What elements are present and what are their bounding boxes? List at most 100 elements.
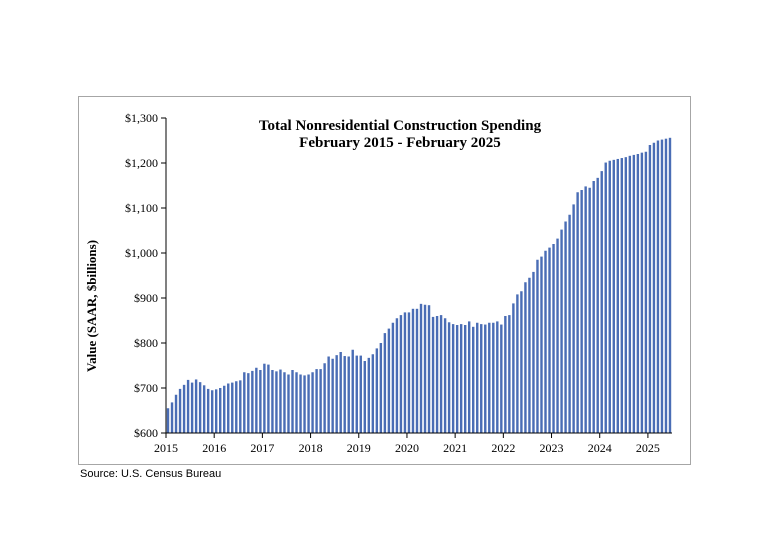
y-tick-label: $1,000 — [125, 246, 158, 260]
bar — [194, 379, 198, 433]
bar — [347, 356, 350, 433]
bar — [548, 247, 551, 433]
bar — [443, 318, 447, 433]
bar — [455, 325, 459, 433]
bar — [488, 322, 491, 433]
bar — [431, 316, 435, 433]
bar — [210, 390, 214, 433]
y-tick-label: $1,200 — [125, 156, 158, 170]
bar — [311, 372, 314, 433]
bar — [419, 303, 423, 433]
x-tick-label: 2024 — [588, 441, 612, 455]
x-tick-label: 2015 — [154, 441, 178, 455]
bar — [492, 322, 495, 433]
bar — [552, 244, 555, 433]
bar — [520, 291, 523, 433]
bars-group — [166, 137, 672, 434]
bar — [303, 375, 306, 433]
bar — [524, 282, 527, 433]
bar — [279, 369, 282, 433]
bar — [644, 151, 648, 433]
bar — [472, 326, 475, 433]
bar — [190, 382, 194, 433]
bar — [496, 321, 499, 433]
y-axis-label: Value (SAAR, $billions) — [84, 240, 99, 372]
bar — [379, 343, 383, 433]
bar — [331, 358, 334, 433]
bar — [600, 171, 603, 433]
bar — [668, 137, 672, 434]
bar — [375, 348, 379, 433]
bar — [166, 408, 170, 433]
x-tick-label: 2018 — [299, 441, 323, 455]
bar — [640, 152, 644, 433]
bar — [335, 355, 338, 433]
bar — [243, 372, 246, 433]
y-tick-label: $600 — [134, 426, 158, 440]
bar — [255, 367, 258, 433]
bar — [652, 142, 656, 433]
x-tick-label: 2023 — [540, 441, 564, 455]
bar — [540, 256, 543, 433]
bar — [351, 349, 354, 433]
axes-group: $600 $700 $800 $900 $1,000 $1,100 $1,200 $1,300… — [125, 111, 672, 455]
chart-frame: Total Nonresidential Construction Spendi… — [78, 96, 691, 465]
bar — [327, 356, 330, 433]
bar — [580, 190, 583, 433]
bar — [500, 324, 503, 433]
bar — [504, 316, 507, 433]
bar — [198, 382, 202, 433]
bar — [295, 372, 298, 433]
bar — [604, 162, 607, 434]
y-tick-label: $1,100 — [125, 201, 158, 215]
bar — [592, 181, 595, 433]
bar — [239, 380, 242, 433]
bar — [247, 373, 250, 433]
bar — [480, 324, 483, 433]
bar — [291, 370, 294, 433]
bar — [299, 374, 302, 433]
bar — [371, 354, 375, 433]
bar — [235, 381, 238, 433]
x-tick-label: 2016 — [202, 441, 226, 455]
bar — [612, 159, 615, 433]
bar — [516, 294, 519, 433]
bar — [283, 372, 286, 433]
bar — [660, 139, 664, 433]
bar — [399, 315, 403, 433]
bar — [391, 322, 395, 433]
bar — [363, 361, 366, 433]
bar — [664, 138, 668, 433]
bar — [275, 371, 278, 433]
bar — [219, 388, 222, 433]
bar — [484, 324, 487, 433]
bar — [367, 357, 371, 433]
bar — [383, 333, 387, 433]
x-tick-label: 2025 — [636, 441, 660, 455]
y-tick-label: $800 — [134, 336, 158, 350]
bar — [451, 324, 455, 433]
bar — [355, 355, 358, 433]
bar — [568, 214, 571, 433]
bar — [620, 158, 624, 434]
chart-title: Total Nonresidential Construction Spendi… — [259, 118, 542, 134]
y-tick-label: $1,300 — [125, 111, 158, 125]
bar — [359, 355, 362, 433]
bar — [648, 145, 652, 433]
chart-subtitle: February 2015 - February 2025 — [299, 135, 501, 151]
bar — [588, 187, 591, 433]
bar — [387, 328, 391, 433]
bar — [267, 364, 270, 433]
bar — [632, 154, 636, 433]
x-tick-label: 2019 — [347, 441, 371, 455]
bar — [447, 322, 451, 433]
bar — [624, 157, 628, 433]
bar — [512, 303, 515, 433]
bar — [536, 259, 539, 433]
bar — [656, 140, 660, 433]
x-tick-label: 2022 — [491, 441, 515, 455]
x-tick-label: 2020 — [395, 441, 419, 455]
bar — [532, 271, 535, 433]
bar — [576, 192, 579, 433]
bar — [323, 363, 326, 433]
